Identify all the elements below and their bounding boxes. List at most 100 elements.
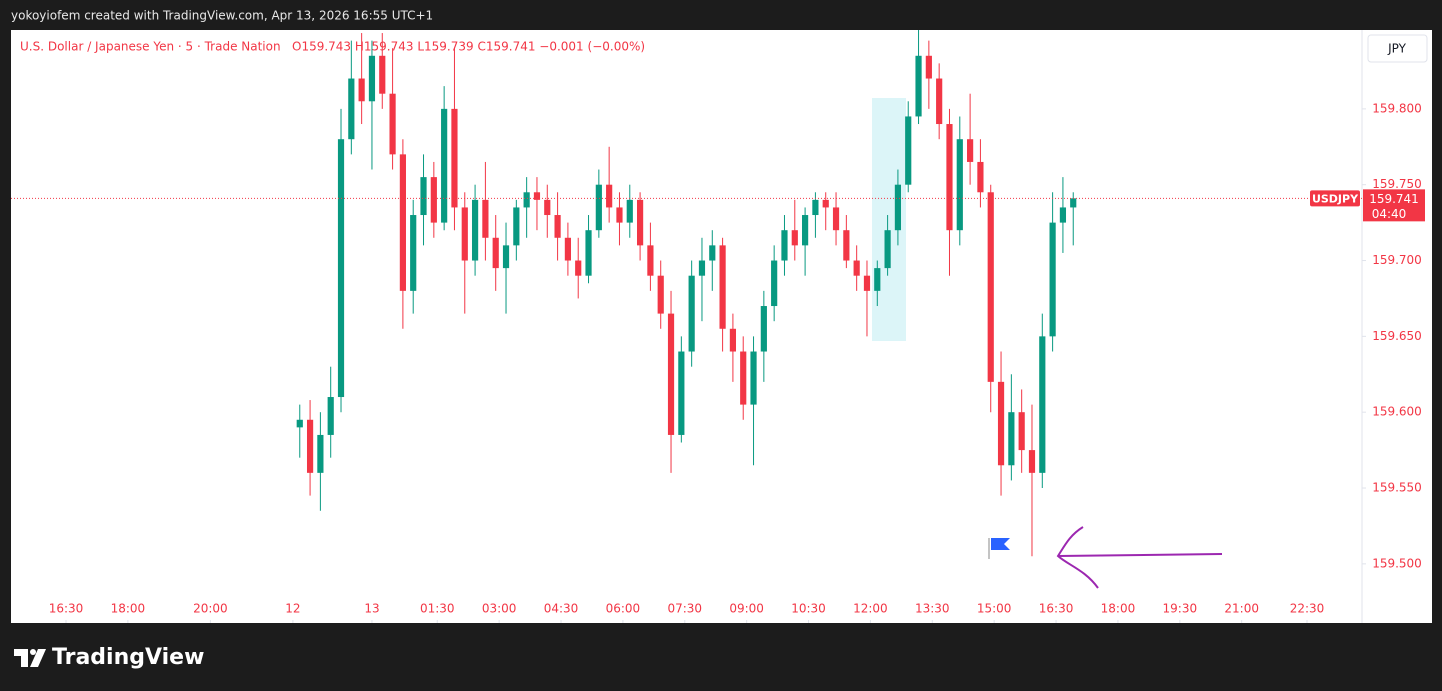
candle-body bbox=[709, 245, 716, 261]
candle-body bbox=[657, 275, 664, 314]
x-tick-label: 16:30 bbox=[1039, 602, 1074, 616]
candle-body bbox=[1039, 336, 1046, 473]
candle-body bbox=[513, 207, 520, 246]
countdown-label: 04:40 bbox=[1372, 207, 1407, 221]
candle-body bbox=[791, 230, 798, 246]
candle-body bbox=[1059, 207, 1067, 223]
candle-body bbox=[575, 260, 582, 276]
x-tick-label: 04:30 bbox=[544, 602, 579, 616]
candle-body bbox=[533, 192, 541, 200]
candle-body bbox=[554, 215, 561, 238]
candle-body bbox=[523, 192, 530, 208]
candle-body bbox=[822, 199, 829, 208]
candle-body bbox=[760, 306, 767, 352]
candle-body bbox=[502, 245, 510, 269]
candle-body bbox=[812, 199, 819, 216]
x-tick-label: 22:30 bbox=[1290, 602, 1325, 616]
candle-body bbox=[389, 93, 396, 155]
candle-body bbox=[874, 268, 881, 291]
candle-body bbox=[337, 139, 345, 398]
candle-body bbox=[564, 237, 571, 261]
currency-button[interactable] bbox=[1367, 34, 1428, 63]
credit: yokoyiofem created with TradingView.com,… bbox=[11, 9, 433, 23]
candle-body bbox=[956, 139, 963, 231]
candle-body bbox=[719, 245, 726, 329]
candle-body bbox=[977, 161, 984, 193]
candle-body bbox=[832, 207, 840, 231]
candle-body bbox=[358, 78, 365, 102]
candle-body bbox=[967, 139, 974, 162]
candle-body bbox=[451, 108, 458, 208]
candle-body bbox=[616, 207, 623, 223]
candle-body bbox=[667, 313, 675, 435]
ohlc-legend: O159.743 H159.743 L159.739 C159.741 −0.0… bbox=[292, 40, 645, 54]
candle-body bbox=[585, 230, 592, 276]
candle-body bbox=[647, 245, 654, 276]
y-tick-label: 159.650 bbox=[1372, 329, 1422, 343]
x-tick-label: 20:00 bbox=[193, 602, 228, 616]
candle-body bbox=[678, 351, 685, 435]
candle-body bbox=[997, 381, 1005, 466]
candle-body bbox=[987, 192, 994, 382]
candle-body bbox=[1018, 412, 1025, 451]
candle-body bbox=[606, 184, 613, 208]
candle-body bbox=[688, 275, 695, 352]
candle-body bbox=[430, 177, 437, 223]
price-badge bbox=[1363, 189, 1425, 222]
x-tick-label: 06:00 bbox=[606, 602, 641, 616]
price-badge-label: 159.741 bbox=[1369, 192, 1419, 206]
candle-body bbox=[482, 199, 489, 238]
x-tick-label: 21:00 bbox=[1224, 602, 1259, 616]
x-tick-label: 12 bbox=[285, 602, 300, 616]
candle-body bbox=[317, 434, 324, 473]
candle-body bbox=[802, 215, 809, 246]
candle-body bbox=[327, 397, 334, 435]
candle-body bbox=[698, 260, 706, 276]
candle-body bbox=[379, 55, 386, 94]
candle-body bbox=[863, 275, 871, 291]
candle-body bbox=[936, 78, 943, 125]
candle-body bbox=[636, 199, 644, 246]
candle-body bbox=[410, 215, 417, 291]
y-tick-label: 159.550 bbox=[1372, 481, 1422, 495]
candle-body bbox=[905, 116, 912, 185]
x-tick-label: 03:00 bbox=[482, 602, 517, 616]
candle-body bbox=[461, 207, 468, 261]
arrow-annotation bbox=[1056, 526, 1223, 589]
y-tick-label: 159.700 bbox=[1372, 253, 1422, 267]
candle-body bbox=[471, 199, 479, 261]
candle-body bbox=[420, 177, 427, 216]
candle-body bbox=[915, 55, 922, 117]
y-tick-label: 159.600 bbox=[1372, 405, 1422, 419]
flag bbox=[991, 538, 1010, 550]
candle-body bbox=[925, 55, 932, 79]
symbol-badge-label: USDJPY bbox=[1312, 192, 1359, 205]
x-tick-label: 19:30 bbox=[1163, 602, 1198, 616]
x-tick-label: 15:00 bbox=[977, 602, 1012, 616]
candle-body bbox=[441, 108, 448, 223]
candle-body bbox=[781, 230, 788, 261]
x-tick-label: 18:00 bbox=[111, 602, 146, 616]
currency-label[interactable]: JPY bbox=[1387, 42, 1407, 56]
candle-body bbox=[853, 260, 860, 276]
symbol-badge bbox=[1310, 190, 1360, 207]
x-tick-label: 12:00 bbox=[853, 602, 888, 616]
x-tick-label: 10:30 bbox=[791, 602, 826, 616]
x-tick-label: 13:30 bbox=[915, 602, 950, 616]
brand-name: TradingView bbox=[52, 645, 204, 670]
candle-body bbox=[492, 237, 499, 269]
x-tick-label: 16:30 bbox=[49, 602, 84, 616]
candle-body bbox=[626, 199, 633, 223]
x-tick-label: 07:30 bbox=[667, 602, 702, 616]
candle-body bbox=[348, 78, 355, 140]
candle-body bbox=[595, 184, 602, 231]
y-tick-label: 159.750 bbox=[1372, 177, 1422, 191]
candle-body bbox=[296, 419, 303, 428]
candle-body bbox=[306, 419, 314, 473]
brand-logo bbox=[14, 649, 46, 667]
candle-body bbox=[771, 260, 778, 307]
candle-body bbox=[843, 230, 850, 261]
candle-body bbox=[884, 230, 891, 269]
x-tick-label: 13 bbox=[364, 602, 379, 616]
